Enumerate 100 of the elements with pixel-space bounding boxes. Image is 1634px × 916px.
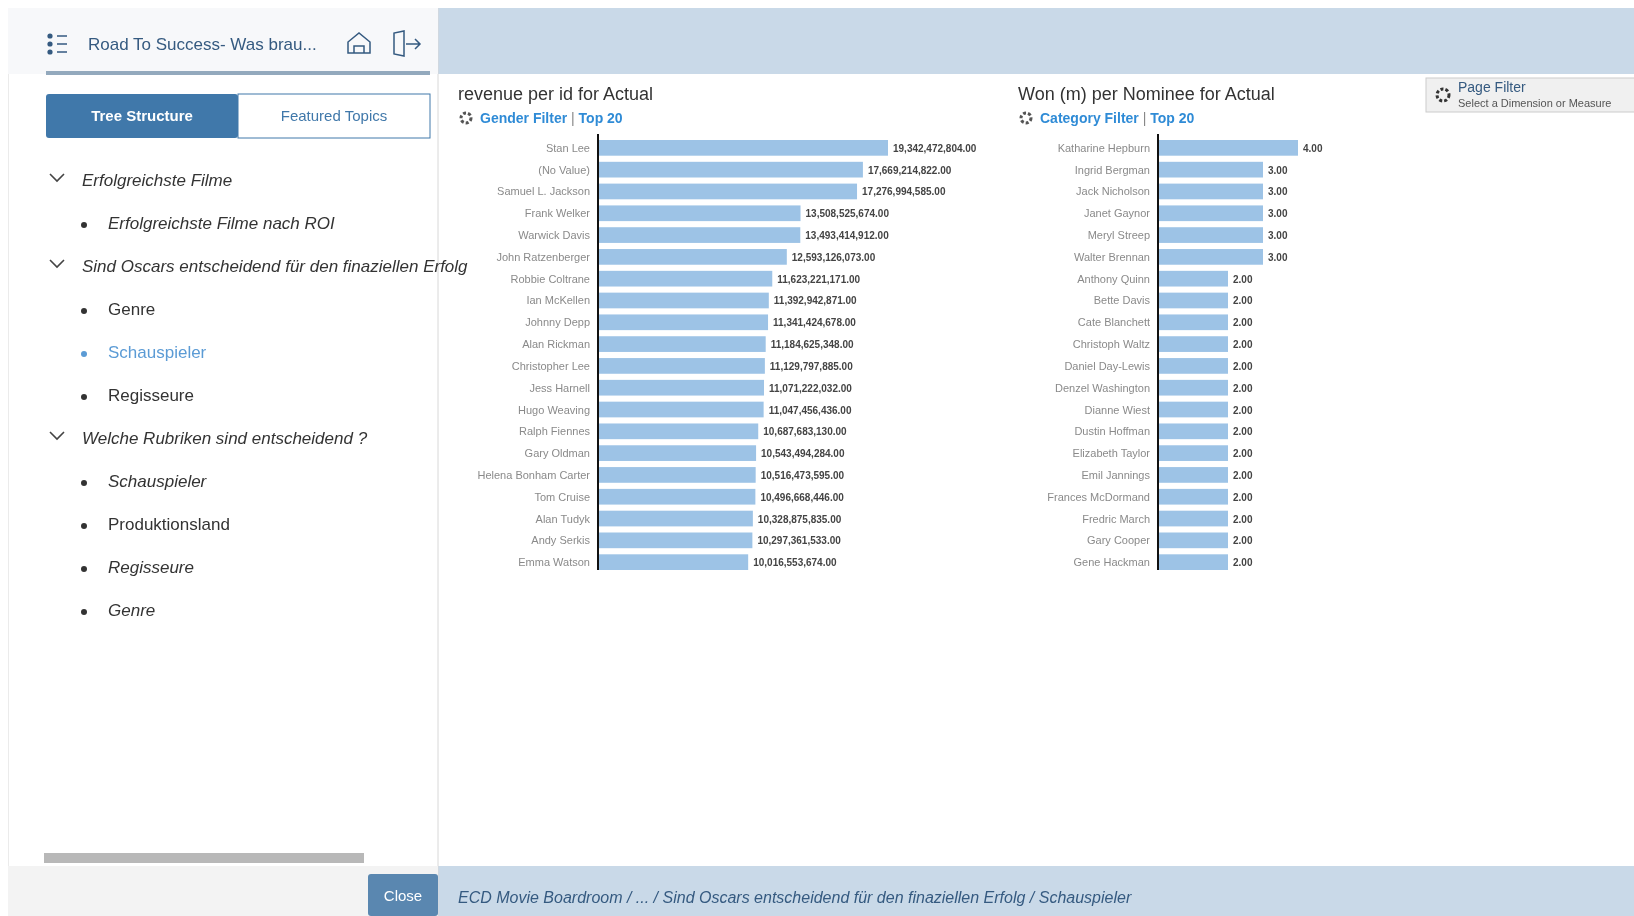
bar bbox=[598, 554, 749, 570]
y-tick-label: Bette Davis bbox=[1093, 294, 1151, 307]
data-label: 3.00 bbox=[1268, 186, 1288, 198]
y-tick-label: Tom Cruise bbox=[534, 490, 590, 503]
data-label: 2.00 bbox=[1233, 469, 1253, 481]
data-label: 12,593,126,073.00 bbox=[791, 251, 876, 263]
y-tick-label: Gene Hackman bbox=[1073, 556, 1150, 569]
data-label: 11,129,797,885.00 bbox=[769, 360, 854, 372]
data-label: 19,342,472,804.00 bbox=[893, 142, 977, 154]
y-tick-label: John Ratzenberger bbox=[496, 250, 591, 263]
text: Page Filter bbox=[1458, 79, 1527, 95]
data-label: 3.00 bbox=[1268, 230, 1288, 242]
text: Genre bbox=[108, 601, 156, 620]
y-tick-label: Dianne Wiest bbox=[1084, 403, 1150, 416]
chart-subtitle: Gender Filter | Top 20 bbox=[480, 110, 623, 126]
text: Genre bbox=[108, 300, 156, 319]
bar bbox=[598, 358, 765, 374]
data-label: 11,184,625,348.00 bbox=[770, 339, 854, 351]
bar bbox=[598, 445, 757, 461]
y-tick-label: Janet Gaynor bbox=[1083, 207, 1151, 220]
y-tick-label: Elizabeth Taylor bbox=[1072, 447, 1151, 460]
data-label: 11,341,424,678.00 bbox=[773, 317, 857, 329]
y-tick-label: Johnny Depp bbox=[525, 316, 590, 329]
data-label: 2.00 bbox=[1233, 557, 1253, 569]
data-label: 13,508,525,674.00 bbox=[805, 208, 890, 220]
data-label: 11,047,456,436.00 bbox=[768, 404, 852, 416]
bar bbox=[598, 183, 858, 200]
y-tick-label: Denzel Washington bbox=[1055, 381, 1150, 394]
y-tick-label: Warwick Davis bbox=[518, 229, 591, 242]
bar bbox=[598, 423, 759, 440]
data-label: 10,516,473,595.00 bbox=[760, 469, 845, 481]
data-label: 3.00 bbox=[1268, 251, 1288, 263]
chart-subtitle: Category Filter | Top 20 bbox=[1040, 110, 1195, 126]
y-tick-label: Emil Jannings bbox=[1081, 468, 1151, 481]
y-tick-label: Cate Blanchett bbox=[1077, 316, 1150, 329]
text: Select a Dimension or Measure bbox=[1458, 97, 1612, 109]
text: Regisseure bbox=[108, 558, 194, 577]
y-tick-label: Stan Lee bbox=[545, 141, 590, 154]
data-label: 10,543,494,284.00 bbox=[761, 448, 845, 460]
chart-title: revenue per id for Actual bbox=[458, 84, 654, 104]
y-tick-label: Walter Brennan bbox=[1073, 250, 1150, 263]
y-tick-label: Alan Rickman bbox=[522, 338, 590, 351]
y-tick-label: Robbie Coltrane bbox=[510, 272, 590, 285]
data-label: 10,687,683,130.00 bbox=[763, 426, 848, 438]
data-label: 2.00 bbox=[1233, 426, 1253, 438]
y-tick-label: (No Value) bbox=[538, 163, 590, 176]
y-tick-label: Christopher Lee bbox=[511, 359, 590, 372]
y-tick-label: Ralph Fiennes bbox=[519, 425, 591, 438]
chart-title: Won (m) per Nominee for Actual bbox=[1018, 84, 1275, 104]
bar bbox=[598, 336, 766, 352]
text: Regisseure bbox=[108, 386, 194, 405]
bar bbox=[598, 314, 769, 331]
data-label: 10,297,361,533.00 bbox=[757, 535, 842, 547]
y-tick-label: Alan Tudyk bbox=[535, 512, 591, 525]
bar bbox=[598, 510, 753, 527]
text: Schauspieler bbox=[108, 472, 208, 491]
text: Schauspieler bbox=[108, 343, 207, 362]
y-tick-label: Jess Harnell bbox=[529, 381, 590, 394]
y-tick-label: Gary Oldman bbox=[524, 447, 590, 460]
text: ECD Movie Boardroom / ... / Sind Oscars entscheidend für den finaziellen Erfolg / Schauspieler bbox=[458, 889, 1132, 906]
data-label: 10,328,875,835.00 bbox=[757, 513, 842, 525]
y-tick-label: Jack Nicholson bbox=[1076, 185, 1150, 198]
bar bbox=[598, 532, 753, 549]
data-label: 10,016,553,674.00 bbox=[753, 557, 838, 569]
data-label: 2.00 bbox=[1233, 513, 1253, 525]
data-label: 3.00 bbox=[1268, 164, 1288, 176]
y-tick-label: Emma Watson bbox=[518, 556, 590, 569]
data-label: 10,496,668,446.00 bbox=[760, 491, 845, 503]
data-label: 2.00 bbox=[1233, 535, 1253, 547]
text: Featured Topics bbox=[280, 107, 388, 124]
data-label: 2.00 bbox=[1233, 448, 1253, 460]
y-tick-label: Frank Welker bbox=[524, 207, 591, 220]
data-label: 11,071,222,032.00 bbox=[768, 382, 853, 394]
y-tick-label: Hugo Weaving bbox=[518, 403, 590, 416]
text: Welche Rubriken sind entscheidend ? bbox=[82, 429, 368, 448]
data-label: 4.00 bbox=[1303, 142, 1323, 154]
data-label: 2.00 bbox=[1233, 317, 1253, 329]
y-tick-label: Ingrid Bergman bbox=[1074, 163, 1150, 176]
data-label: 17,276,994,585.00 bbox=[862, 186, 946, 198]
y-tick-label: Andy Serkis bbox=[531, 534, 591, 547]
y-tick-label: Ian McKellen bbox=[526, 294, 590, 307]
bar bbox=[598, 227, 801, 243]
text: Close bbox=[383, 887, 423, 904]
y-tick-label: Daniel Day-Lewis bbox=[1064, 359, 1151, 372]
data-label: 13,493,414,912.00 bbox=[805, 230, 890, 242]
data-label: 2.00 bbox=[1233, 404, 1253, 416]
bar bbox=[598, 140, 888, 156]
bar bbox=[598, 292, 769, 309]
data-label: 2.00 bbox=[1233, 360, 1253, 372]
text: Erfolgreichste Filme nach ROI bbox=[108, 214, 336, 233]
y-tick-label: Dustin Hoffman bbox=[1074, 425, 1150, 438]
y-tick-label: Fredric March bbox=[1082, 512, 1150, 525]
data-label: 2.00 bbox=[1233, 491, 1253, 503]
text: Erfolgreichste Filme bbox=[82, 171, 233, 190]
bar bbox=[598, 249, 787, 265]
y-tick-label: Anthony Quinn bbox=[1077, 272, 1150, 285]
text: Road To Success- Was brau... bbox=[88, 35, 317, 54]
bar bbox=[598, 379, 764, 396]
text: Tree Structure bbox=[91, 107, 193, 124]
data-label: 2.00 bbox=[1233, 295, 1253, 307]
